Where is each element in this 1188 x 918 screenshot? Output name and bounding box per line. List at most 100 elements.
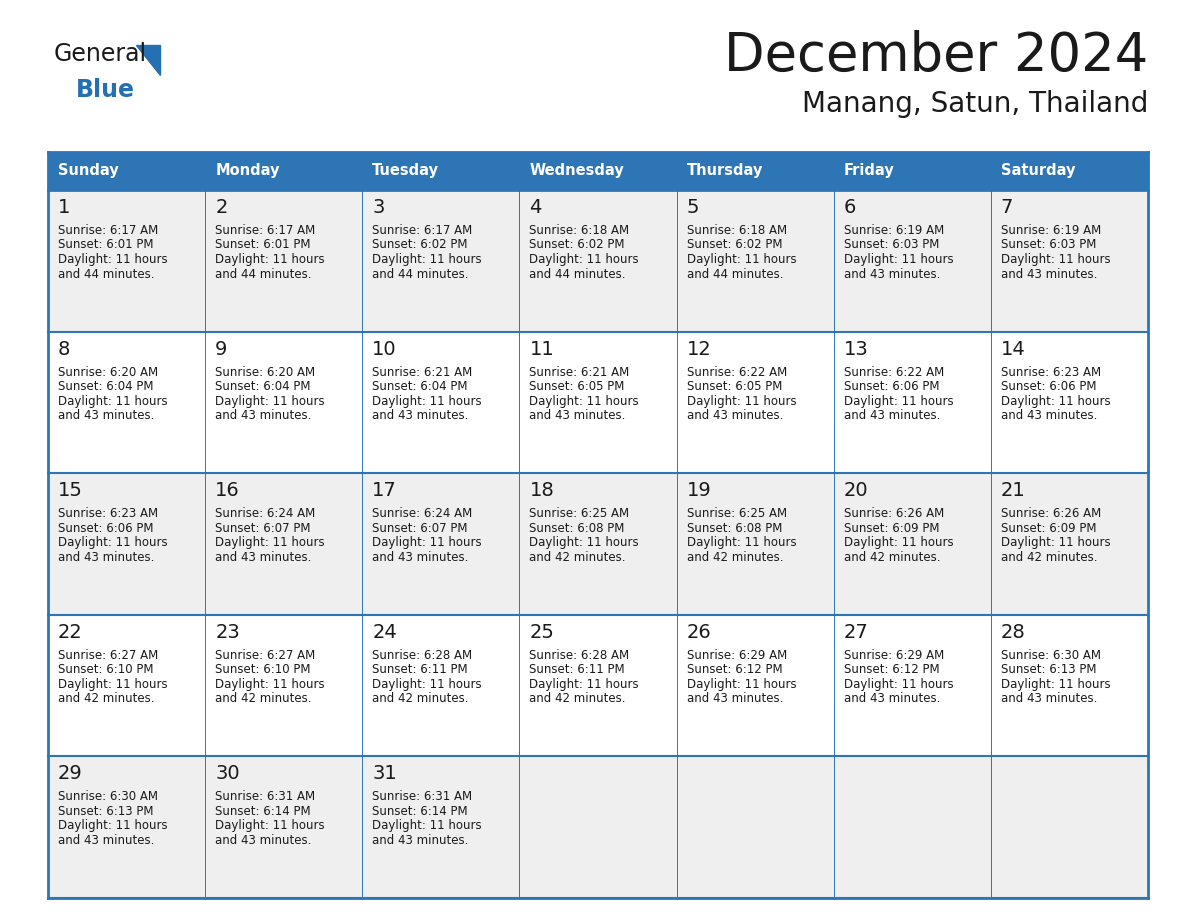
Text: Daylight: 11 hours: Daylight: 11 hours — [687, 395, 796, 408]
Text: Daylight: 11 hours: Daylight: 11 hours — [1000, 253, 1111, 266]
Text: Daylight: 11 hours: Daylight: 11 hours — [372, 395, 482, 408]
Text: Daylight: 11 hours: Daylight: 11 hours — [215, 677, 324, 691]
Bar — [362, 473, 519, 615]
Polygon shape — [135, 45, 160, 75]
Text: Sunset: 6:01 PM: Sunset: 6:01 PM — [215, 239, 310, 252]
Text: Sunset: 6:05 PM: Sunset: 6:05 PM — [687, 380, 782, 393]
Text: Sunrise: 6:17 AM: Sunrise: 6:17 AM — [215, 224, 315, 237]
Text: Sunset: 6:02 PM: Sunset: 6:02 PM — [372, 239, 468, 252]
Text: 9: 9 — [215, 340, 228, 359]
Bar — [519, 190, 677, 331]
Text: December 2024: December 2024 — [723, 30, 1148, 82]
Text: Sunrise: 6:21 AM: Sunrise: 6:21 AM — [372, 365, 473, 378]
Text: Manang, Satun, Thailand: Manang, Satun, Thailand — [802, 90, 1148, 118]
Bar — [48, 152, 206, 190]
Text: 25: 25 — [530, 622, 555, 642]
Text: Daylight: 11 hours: Daylight: 11 hours — [58, 536, 168, 549]
Text: Sunset: 6:04 PM: Sunset: 6:04 PM — [372, 380, 468, 393]
Text: Sunrise: 6:30 AM: Sunrise: 6:30 AM — [58, 790, 158, 803]
Text: Sunset: 6:03 PM: Sunset: 6:03 PM — [1000, 239, 1097, 252]
Bar — [206, 331, 362, 473]
Text: Sunset: 6:07 PM: Sunset: 6:07 PM — [372, 521, 468, 534]
Bar — [519, 331, 677, 473]
Text: 24: 24 — [372, 622, 397, 642]
Text: and 43 minutes.: and 43 minutes. — [372, 551, 468, 564]
Text: and 43 minutes.: and 43 minutes. — [843, 409, 940, 422]
Text: and 43 minutes.: and 43 minutes. — [843, 692, 940, 705]
Text: Sunrise: 6:25 AM: Sunrise: 6:25 AM — [530, 508, 630, 521]
Bar — [991, 152, 1148, 190]
Text: General: General — [53, 42, 147, 66]
Bar — [362, 615, 519, 756]
Text: Daylight: 11 hours: Daylight: 11 hours — [372, 253, 482, 266]
Text: Daylight: 11 hours: Daylight: 11 hours — [530, 677, 639, 691]
Text: Sunday: Sunday — [58, 163, 119, 178]
Text: 1: 1 — [58, 198, 70, 217]
Text: Sunrise: 6:27 AM: Sunrise: 6:27 AM — [58, 649, 158, 662]
Text: Daylight: 11 hours: Daylight: 11 hours — [58, 677, 168, 691]
Text: Daylight: 11 hours: Daylight: 11 hours — [372, 677, 482, 691]
Bar — [991, 331, 1148, 473]
Text: 15: 15 — [58, 481, 83, 500]
Text: Daylight: 11 hours: Daylight: 11 hours — [843, 677, 953, 691]
Text: 27: 27 — [843, 622, 868, 642]
Text: and 44 minutes.: and 44 minutes. — [687, 267, 783, 281]
Text: 28: 28 — [1000, 622, 1025, 642]
Text: Sunset: 6:06 PM: Sunset: 6:06 PM — [843, 380, 940, 393]
Text: Sunset: 6:03 PM: Sunset: 6:03 PM — [843, 239, 939, 252]
Text: Daylight: 11 hours: Daylight: 11 hours — [530, 253, 639, 266]
Text: and 43 minutes.: and 43 minutes. — [687, 409, 783, 422]
Text: Sunset: 6:04 PM: Sunset: 6:04 PM — [215, 380, 310, 393]
Text: and 43 minutes.: and 43 minutes. — [687, 692, 783, 705]
Text: Sunset: 6:08 PM: Sunset: 6:08 PM — [687, 521, 782, 534]
Text: and 44 minutes.: and 44 minutes. — [58, 267, 154, 281]
Bar — [362, 331, 519, 473]
Bar — [677, 152, 834, 190]
Text: Sunrise: 6:21 AM: Sunrise: 6:21 AM — [530, 365, 630, 378]
Text: and 43 minutes.: and 43 minutes. — [58, 409, 154, 422]
Bar — [834, 756, 991, 898]
Text: Sunrise: 6:18 AM: Sunrise: 6:18 AM — [687, 224, 786, 237]
Bar — [206, 152, 362, 190]
Text: Thursday: Thursday — [687, 163, 763, 178]
Text: 10: 10 — [372, 340, 397, 359]
Text: Daylight: 11 hours: Daylight: 11 hours — [58, 820, 168, 833]
Text: 2: 2 — [215, 198, 228, 217]
Bar — [991, 756, 1148, 898]
Text: 19: 19 — [687, 481, 712, 500]
Text: Daylight: 11 hours: Daylight: 11 hours — [372, 536, 482, 549]
Bar — [677, 190, 834, 331]
Text: 6: 6 — [843, 198, 857, 217]
Text: 14: 14 — [1000, 340, 1025, 359]
Bar — [677, 331, 834, 473]
Text: Sunrise: 6:31 AM: Sunrise: 6:31 AM — [215, 790, 315, 803]
Bar — [206, 756, 362, 898]
Text: Sunset: 6:09 PM: Sunset: 6:09 PM — [843, 521, 940, 534]
Text: Daylight: 11 hours: Daylight: 11 hours — [843, 253, 953, 266]
Text: and 44 minutes.: and 44 minutes. — [372, 267, 469, 281]
Text: Daylight: 11 hours: Daylight: 11 hours — [687, 253, 796, 266]
Text: 16: 16 — [215, 481, 240, 500]
Text: Sunset: 6:06 PM: Sunset: 6:06 PM — [58, 521, 153, 534]
Text: and 43 minutes.: and 43 minutes. — [215, 834, 311, 847]
Text: and 44 minutes.: and 44 minutes. — [530, 267, 626, 281]
Text: and 42 minutes.: and 42 minutes. — [372, 692, 469, 705]
Text: Daylight: 11 hours: Daylight: 11 hours — [1000, 536, 1111, 549]
Text: Sunset: 6:12 PM: Sunset: 6:12 PM — [687, 664, 782, 677]
Text: Blue: Blue — [76, 78, 135, 102]
Text: Sunrise: 6:20 AM: Sunrise: 6:20 AM — [58, 365, 158, 378]
Text: Sunrise: 6:29 AM: Sunrise: 6:29 AM — [687, 649, 786, 662]
Text: and 43 minutes.: and 43 minutes. — [843, 267, 940, 281]
Text: 8: 8 — [58, 340, 70, 359]
Bar — [834, 615, 991, 756]
Bar — [991, 615, 1148, 756]
Text: Daylight: 11 hours: Daylight: 11 hours — [58, 253, 168, 266]
Text: 20: 20 — [843, 481, 868, 500]
Bar — [991, 473, 1148, 615]
Text: Sunrise: 6:31 AM: Sunrise: 6:31 AM — [372, 790, 473, 803]
Text: Sunrise: 6:22 AM: Sunrise: 6:22 AM — [843, 365, 944, 378]
Text: Sunrise: 6:23 AM: Sunrise: 6:23 AM — [58, 508, 158, 521]
Bar — [206, 473, 362, 615]
Text: Sunrise: 6:24 AM: Sunrise: 6:24 AM — [372, 508, 473, 521]
Text: Daylight: 11 hours: Daylight: 11 hours — [843, 536, 953, 549]
